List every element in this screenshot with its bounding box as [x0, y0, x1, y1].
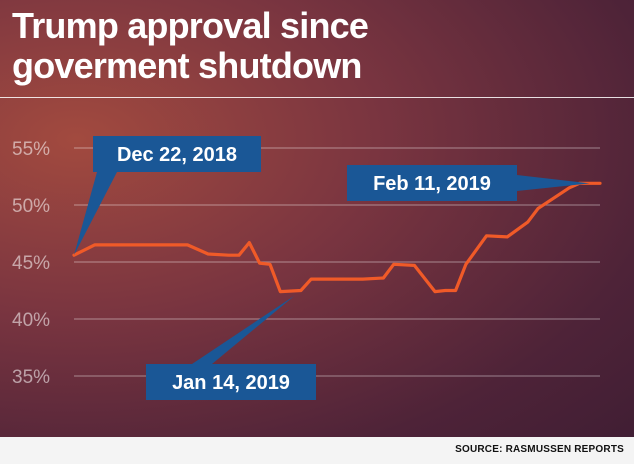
- y-tick-label: 45%: [12, 253, 50, 274]
- footer-bar: SOURCE: RASMUSSEN REPORTS: [0, 437, 634, 464]
- chart-title: Trump approval since goverment shutdown: [12, 5, 369, 86]
- callout-box: [347, 165, 517, 201]
- callout-label: Dec 22, 2018: [117, 144, 237, 166]
- y-tick-label: 55%: [12, 139, 50, 160]
- callout-label: Jan 14, 2019: [172, 372, 290, 394]
- y-tick-label: 35%: [12, 367, 50, 388]
- approval-line-chart: 35% 40% 45% 50% 55% Dec 22, 2018 Jan 14, 2019 F…: [12, 136, 602, 400]
- y-tick-label: 40%: [12, 310, 50, 331]
- title-divider: [0, 97, 634, 98]
- callout-label: Feb 11, 2019: [373, 173, 491, 195]
- callout-pointer: [517, 175, 590, 191]
- title-line-1: Trump approval since: [12, 5, 369, 46]
- callout-box: [146, 364, 316, 400]
- callout-box: [93, 136, 261, 172]
- source-credit: SOURCE: RASMUSSEN REPORTS: [455, 444, 624, 455]
- callout-pointer: [192, 295, 295, 364]
- title-line-2: goverment shutdown: [12, 45, 362, 86]
- callout-pointer: [74, 172, 117, 256]
- y-tick-label: 50%: [12, 196, 50, 217]
- approval-series-line: [72, 181, 602, 294]
